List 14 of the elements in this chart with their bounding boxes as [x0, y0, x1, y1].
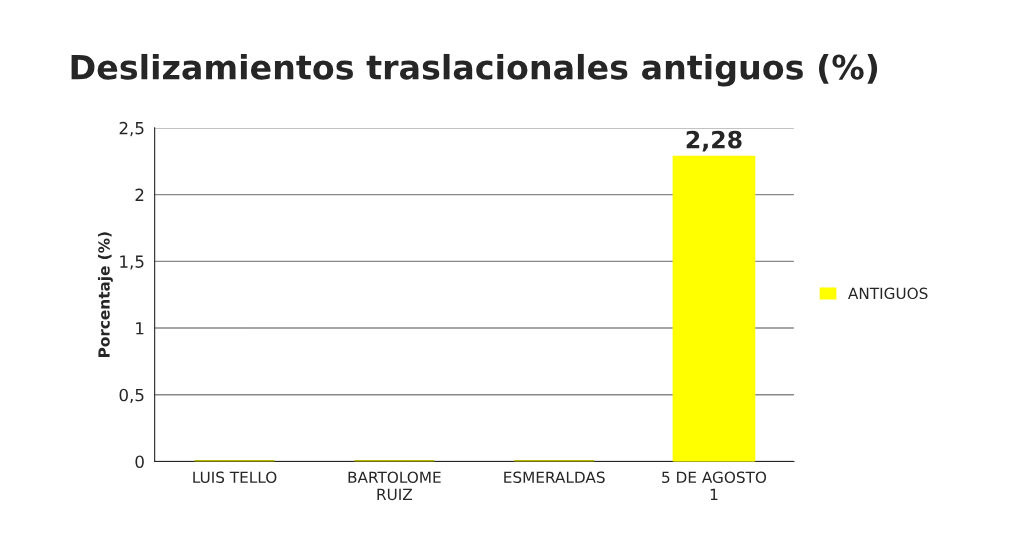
legend-label: ANTIGUOS	[848, 287, 928, 300]
chart-title: Deslizamientos traslacionales antiguos (%)	[71, 53, 878, 87]
x-tick-label: ESMERALDAS	[504, 471, 605, 484]
x-tick-label: 5 DE AGOSTO 1	[662, 471, 767, 500]
data-label: 2,28	[686, 130, 742, 152]
y-tick-label: 2	[135, 188, 144, 201]
y-tick-label: 1,5	[120, 255, 144, 270]
y-tick-label: 0	[135, 455, 144, 469]
y-axis-title: Porcentaje (%)	[97, 232, 113, 357]
x-tick-label: BARTOLOME RUIZ	[348, 471, 441, 501]
y-tick-label: 2,5	[119, 121, 144, 137]
y-tick-label: 0,5	[119, 388, 144, 404]
x-tick-label: LUIS TELLO	[193, 471, 277, 484]
y-tick-label: 1	[136, 322, 144, 335]
